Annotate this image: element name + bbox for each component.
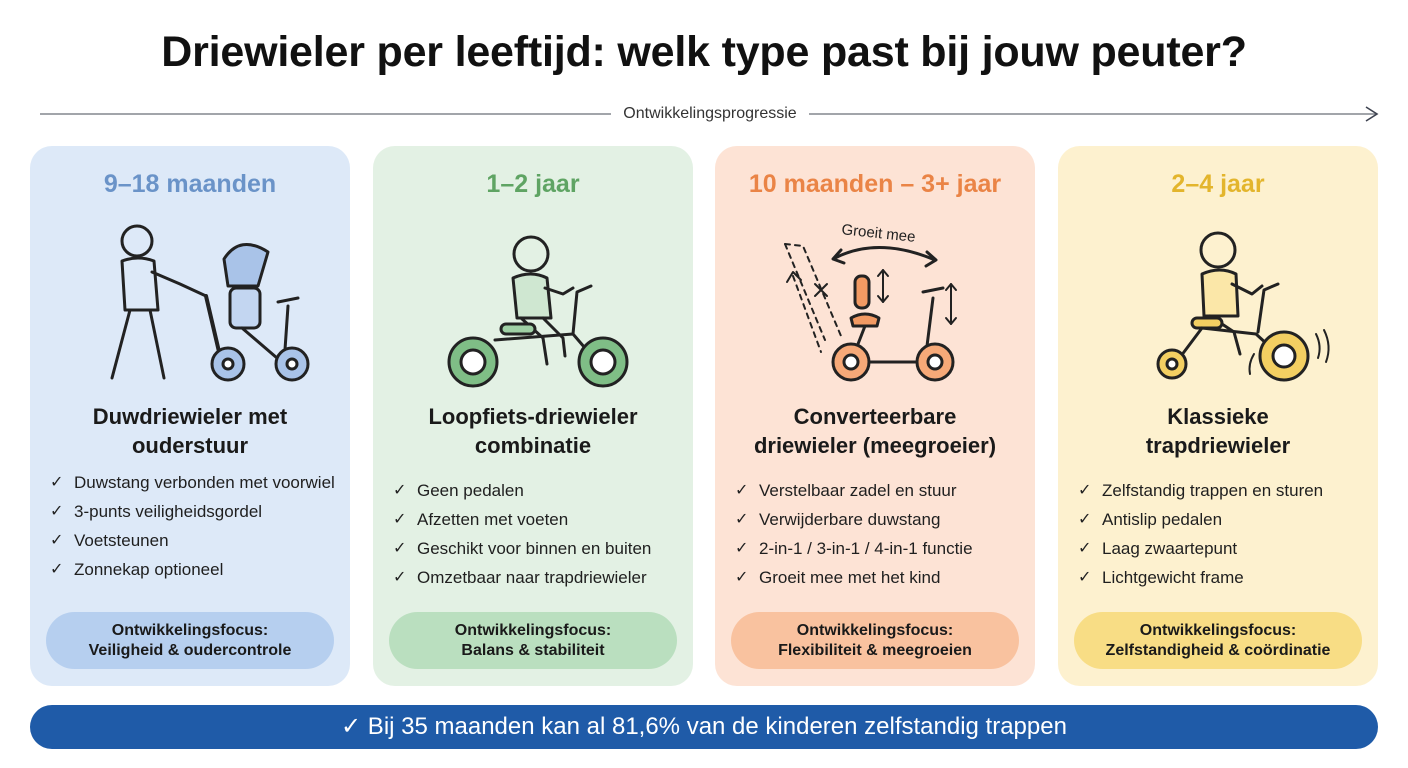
list-item: ✓ Duwstang verbonden met voorwiel xyxy=(50,473,335,492)
check-icon: ✓ xyxy=(50,474,64,491)
card-convertible-tricycle: 10 maanden – 3+ jaar Groeit mee xyxy=(715,146,1035,686)
progression-arrow: Ontwikkelingsprogressie xyxy=(40,103,1380,127)
check-icon: ✓ xyxy=(1078,540,1092,557)
feature-list: ✓ Geen pedalen ✓ Afzetten met voeten ✓ Gesc… xyxy=(393,480,683,596)
feature-list: ✓ Zelfstandig trappen en sturen ✓ Antislip… xyxy=(1078,480,1368,596)
check-icon: ✓ xyxy=(393,569,407,586)
list-item: ✓ Geschikt voor binnen en buiten xyxy=(393,539,652,558)
summary-banner: ✓ Bij 35 maanden kan al 81,6% van de kin… xyxy=(30,705,1378,749)
progression-label: Ontwikkelingsprogressie xyxy=(611,105,809,122)
focus-badge: Ontwikkelingsfocus: Balans & stabiliteit xyxy=(389,612,677,669)
check-icon: ✓ xyxy=(735,482,749,499)
list-item: ✓ Voetsteunen xyxy=(50,531,169,550)
list-item: ✓ Groeit mee met het kind xyxy=(735,568,941,587)
balance-bike-child-icon xyxy=(413,214,653,394)
check-icon: ✓ xyxy=(393,511,407,528)
check-icon: ✓ xyxy=(50,561,64,578)
card-age: 9–18 maanden xyxy=(103,170,277,198)
focus-badge: Ontwikkelingsfocus: Flexibiliteit & meeg… xyxy=(731,612,1019,669)
card-age: 10 maanden – 3+ jaar xyxy=(748,170,1002,198)
list-item: ✓ Zelfstandig trappen en sturen xyxy=(1078,481,1324,500)
list-item: ✓ 2-in-1 / 3-in-1 / 4-in-1 functie xyxy=(735,539,973,558)
card-title: Loopfiets-driewieler combinatie xyxy=(428,404,638,458)
card-title: Converteerbare driewieler (meegroeier) xyxy=(753,404,997,458)
list-item: ✓ Lichtgewicht frame xyxy=(1078,568,1244,587)
list-item: ✓ 3-punts veiligheidsgordel xyxy=(50,502,263,521)
list-item: ✓ Geen pedalen xyxy=(393,481,524,500)
check-icon: ✓ xyxy=(393,482,407,499)
list-item: ✓ Verstelbaar zadel en stuur xyxy=(735,481,957,500)
list-item: ✓ Zonnekap optioneel xyxy=(50,560,224,579)
check-icon: ✓ xyxy=(735,511,749,528)
convertible-tricycle-icon: Groeit mee xyxy=(755,214,995,394)
card-title: Duwdriewieler met ouderstuur xyxy=(92,404,288,458)
check-icon: ✓ xyxy=(393,540,407,557)
page-title: Driewieler per leeftijd: welk type past … xyxy=(161,28,1247,76)
list-item: ✓ Afzetten met voeten xyxy=(393,510,569,529)
check-icon: ✓ xyxy=(1078,482,1092,499)
list-item: ✓ Antislip pedalen xyxy=(1078,510,1223,529)
list-item: ✓ Omzetbaar naar trapdriewieler xyxy=(393,568,647,587)
feature-list: ✓ Verstelbaar zadel en stuur ✓ Verwijderba… xyxy=(735,480,1025,596)
check-icon: ✓ xyxy=(50,503,64,520)
card-age: 1–2 jaar xyxy=(486,170,580,198)
check-icon: ✓ xyxy=(50,532,64,549)
push-tricycle-with-parent-icon xyxy=(70,214,310,394)
grows-along-label: Groeit mee xyxy=(841,221,917,246)
card-push-tricycle: 9–18 maanden Duwdriewieler met ouderstuu… xyxy=(30,146,350,686)
feature-list: ✓ Duwstang verbonden met voorwiel ✓ 3-punt… xyxy=(50,472,340,588)
focus-badge: Ontwikkelingsfocus: Zelfstandigheid & co… xyxy=(1074,612,1362,669)
card-pedal-tricycle: 2–4 jaar Klassieke trapdriewieler ✓ Zelfs… xyxy=(1058,146,1378,686)
pedal-tricycle-child-icon xyxy=(1098,214,1338,394)
card-balance-bike: 1–2 jaar Loopfiets-driewieler combinatie… xyxy=(373,146,693,686)
list-item: ✓ Verwijderbare duwstang xyxy=(735,510,941,529)
check-icon: ✓ xyxy=(735,569,749,586)
focus-badge: Ontwikkelingsfocus: Veiligheid & ouderco… xyxy=(46,612,334,669)
check-icon: ✓ xyxy=(735,540,749,557)
check-icon: ✓ xyxy=(1078,569,1092,586)
check-icon: ✓ xyxy=(1078,511,1092,528)
card-title: Klassieke trapdriewieler xyxy=(1145,404,1291,458)
list-item: ✓ Laag zwaartepunt xyxy=(1078,539,1238,558)
card-age: 2–4 jaar xyxy=(1171,170,1265,198)
